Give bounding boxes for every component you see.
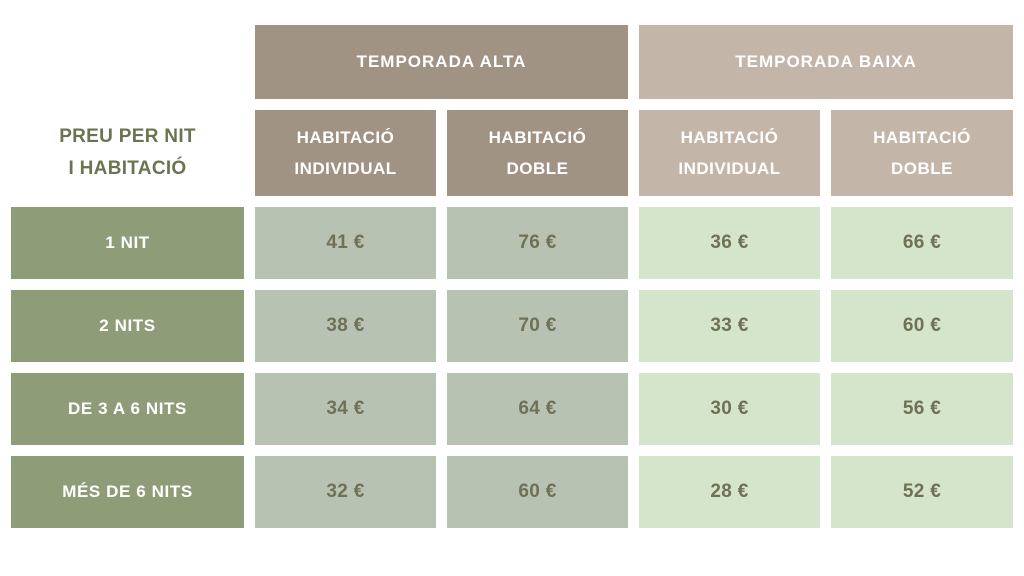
column-header-baixa-individual: HABITACIÓ INDIVIDUAL: [639, 110, 820, 196]
column-header-alta-individual: HABITACIÓ INDIVIDUAL: [255, 110, 436, 196]
price-cell: 41 €: [255, 207, 436, 279]
corner-spacer: [11, 25, 244, 99]
price-cell: 34 €: [255, 373, 436, 445]
column-header-line1: HABITACIÓ: [296, 127, 395, 147]
price-cell: 38 €: [255, 290, 436, 362]
price-cell: 30 €: [639, 373, 820, 445]
price-cell: 28 €: [639, 456, 820, 528]
price-cell: 66 €: [831, 207, 1013, 279]
column-header-line2: DOBLE: [891, 159, 953, 178]
column-header-alta-doble: HABITACIÓ DOBLE: [447, 110, 628, 196]
column-header-line2: INDIVIDUAL: [294, 159, 397, 178]
row-label-1-nit: 1 NIT: [11, 207, 244, 279]
season-header-alta: TEMPORADA ALTA: [255, 25, 628, 99]
price-cell: 60 €: [831, 290, 1013, 362]
price-cell: 33 €: [639, 290, 820, 362]
row-label-de-3-a-6-nits: DE 3 A 6 NITS: [11, 373, 244, 445]
corner-title-line2: I HABITACIÓ: [68, 158, 187, 179]
price-cell: 76 €: [447, 207, 628, 279]
column-header-line1: HABITACIÓ: [680, 127, 779, 147]
column-header-line2: DOBLE: [506, 159, 569, 178]
price-cell: 56 €: [831, 373, 1013, 445]
column-header-baixa-doble: HABITACIÓ DOBLE: [831, 110, 1013, 196]
column-header-line2: INDIVIDUAL: [678, 159, 781, 178]
row-label-2-nits: 2 NITS: [11, 290, 244, 362]
corner-title-line1: PREU PER NIT: [59, 125, 196, 147]
column-header-line1: HABITACIÓ: [488, 127, 587, 147]
column-header-line1: HABITACIÓ: [873, 127, 971, 147]
price-table: TEMPORADA ALTA TEMPORADA BAIXA PREU PER …: [11, 25, 1013, 528]
price-cell: 70 €: [447, 290, 628, 362]
row-label-mes-de-6-nits: MÉS DE 6 NITS: [11, 456, 244, 528]
price-cell: 64 €: [447, 373, 628, 445]
season-header-baixa: TEMPORADA BAIXA: [639, 25, 1013, 99]
corner-title: PREU PER NIT I HABITACIÓ: [11, 110, 244, 196]
price-cell: 36 €: [639, 207, 820, 279]
price-cell: 60 €: [447, 456, 628, 528]
price-cell: 32 €: [255, 456, 436, 528]
price-cell: 52 €: [831, 456, 1013, 528]
